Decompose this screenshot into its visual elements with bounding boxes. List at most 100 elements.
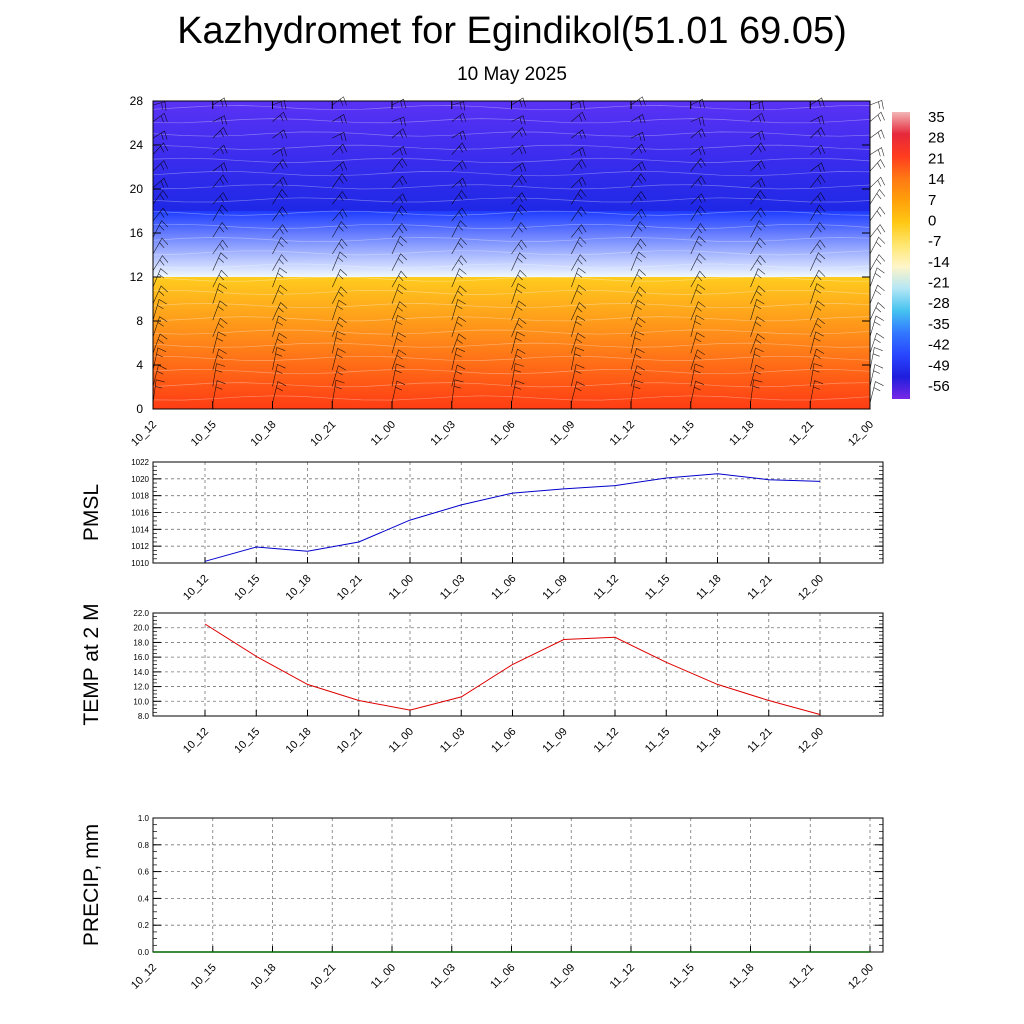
- wind-barb: [332, 286, 348, 304]
- wind-barb: [332, 365, 347, 387]
- wind-barb: [690, 175, 706, 188]
- wind-barb: [212, 239, 228, 255]
- colorbar-label: 14: [928, 171, 945, 188]
- wind-barb: [152, 285, 168, 304]
- wind-barb: [750, 112, 766, 123]
- wind-barb: [750, 364, 765, 387]
- wind-barb: [630, 299, 646, 321]
- wind-barb: [571, 254, 587, 271]
- x-tick-label: 10_12: [129, 962, 159, 992]
- wind-barb: [391, 349, 407, 370]
- wind-barb: [152, 237, 169, 255]
- wind-barb: [571, 381, 585, 404]
- wind-barb: [869, 332, 885, 354]
- wind-barb: [391, 380, 406, 404]
- heatmap-x-tick-label: 10_21: [308, 419, 338, 449]
- wind-barb: [451, 255, 467, 271]
- wind-barb: [571, 224, 587, 238]
- wind-barb: [630, 96, 646, 106]
- wind-barb: [212, 317, 228, 337]
- colorbar-label: 21: [928, 150, 945, 167]
- heatmap-y-tick-label: 24: [130, 138, 144, 152]
- wind-barb: [630, 131, 646, 142]
- wind-barb: [272, 158, 288, 172]
- heatmap-x-tick-label: 11_18: [727, 419, 757, 449]
- heatmap-x-tick-label: 10_18: [249, 419, 279, 449]
- wind-barb: [571, 111, 587, 122]
- wind-barb: [690, 332, 705, 354]
- wind-barb: [571, 147, 586, 157]
- x-tick-label: 11_00: [387, 726, 417, 756]
- heatmap-x-tick-label: 11_15: [667, 419, 697, 449]
- wind-barb: [869, 364, 884, 387]
- wind-barb: [869, 129, 885, 139]
- y-tick-label: 1018: [131, 492, 149, 501]
- wind-barb: [152, 316, 168, 337]
- wind-barb: [272, 315, 287, 337]
- heatmap-x-tick-label: 11_06: [488, 419, 518, 449]
- x-tick-label: 12_00: [846, 962, 876, 992]
- heatmap-x-tick-label: 11_03: [428, 419, 458, 449]
- contour-line: [152, 223, 871, 229]
- wind-barb: [571, 176, 587, 189]
- x-tick-label: 11_18: [694, 573, 724, 603]
- wind-barb: [451, 189, 467, 205]
- heatmap-x-tick-label: 12_00: [846, 419, 876, 449]
- x-tick-label: 10_21: [335, 573, 365, 603]
- x-tick-label: 10_15: [232, 573, 262, 603]
- wind-barb: [212, 269, 228, 288]
- wind-barb: [511, 239, 527, 255]
- wind-barb: [690, 363, 704, 387]
- wind-barb: [332, 190, 348, 205]
- wind-barb: [451, 207, 467, 222]
- x-tick-label: 11_21: [745, 573, 775, 603]
- wind-barb: [630, 238, 647, 255]
- wind-barb: [332, 348, 346, 370]
- wind-barb: [630, 316, 646, 337]
- wind-barb: [750, 285, 766, 304]
- wind-barb: [272, 332, 287, 354]
- contour-line: [152, 210, 871, 216]
- wind-barb: [511, 144, 527, 155]
- colorbar-label: -42: [928, 337, 950, 354]
- x-tick-label: 11_00: [387, 573, 417, 603]
- colorbar-label: -14: [928, 254, 950, 271]
- wind-barb: [391, 283, 407, 304]
- wind-barb: [451, 364, 466, 387]
- wind-barb: [212, 221, 228, 238]
- y-tick-label: 0.8: [138, 841, 150, 850]
- wind-barb: [630, 161, 646, 172]
- colorbar-label: -21: [928, 275, 950, 292]
- wind-barb: [332, 173, 348, 188]
- wind-barb: [690, 349, 705, 370]
- wind-barb: [451, 237, 467, 255]
- wind-barb: [571, 267, 586, 288]
- x-tick-label: 11_03: [428, 962, 458, 992]
- y-tick-label: 1010: [131, 559, 149, 568]
- panel-background: [153, 818, 883, 952]
- wind-barb: [212, 331, 227, 354]
- x-tick-label: 11_15: [643, 573, 673, 603]
- x-tick-label: 10_21: [308, 962, 338, 992]
- wind-barb: [511, 348, 526, 370]
- wind-barb: [630, 348, 645, 370]
- wind-barb: [750, 255, 766, 271]
- wind-barb: [810, 380, 824, 404]
- x-tick-label: 11_06: [489, 726, 519, 756]
- wind-barb: [869, 224, 886, 238]
- y-tick-label: 8.0: [138, 712, 150, 721]
- wind-barb: [391, 235, 407, 255]
- wind-barb: [272, 99, 287, 110]
- wind-barb: [451, 160, 467, 172]
- wind-barb: [332, 221, 348, 238]
- wind-barb: [451, 285, 467, 304]
- heatmap-x-tick-label: 11_00: [369, 419, 399, 449]
- panel-background: [153, 613, 883, 716]
- wind-barb: [391, 175, 408, 188]
- wind-barb: [391, 145, 407, 156]
- wind-barb: [152, 379, 165, 404]
- wind-barb: [869, 381, 884, 404]
- wind-barb: [152, 255, 169, 271]
- x-tick-label: 10_18: [249, 962, 279, 992]
- wind-barb: [571, 129, 586, 139]
